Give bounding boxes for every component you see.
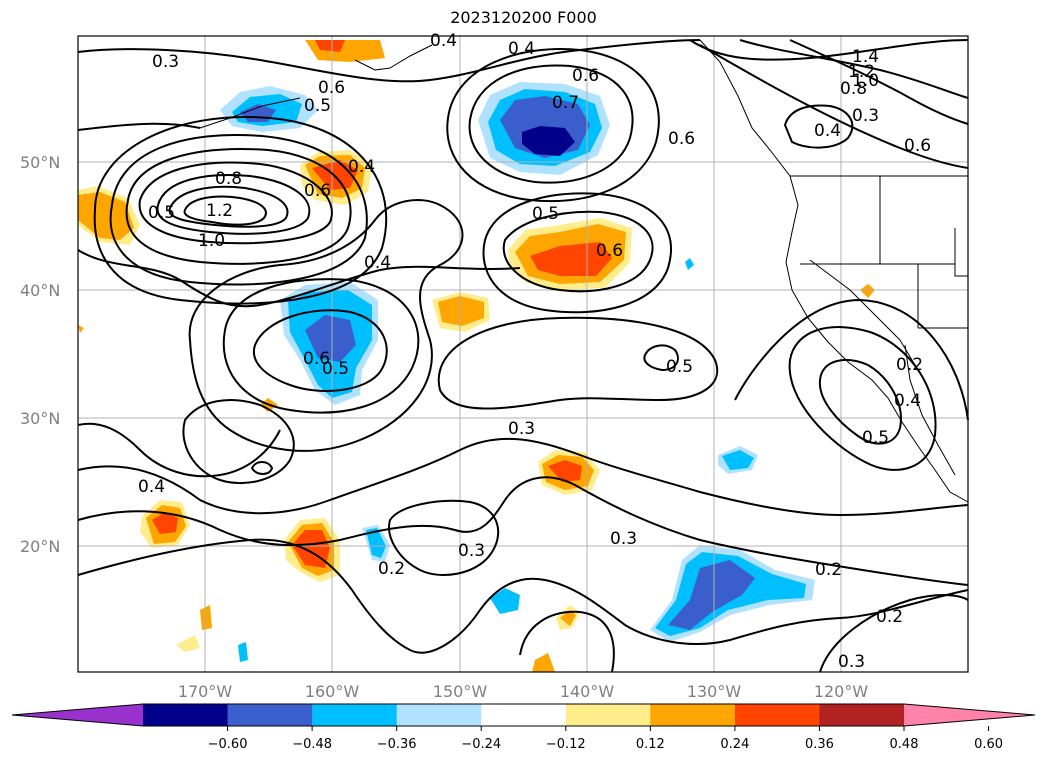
contour-label: 0.8 — [840, 79, 867, 99]
colorbar-segment — [227, 704, 313, 726]
lon-label: 150°W — [433, 682, 488, 701]
colorbar-tick-label: −0.12 — [546, 737, 586, 752]
lat-label: 40°N — [20, 281, 60, 300]
contour-label: 0.3 — [838, 652, 865, 672]
contour-label: 0.3 — [610, 529, 637, 549]
colorbar-segment — [143, 704, 229, 726]
colorbar-outline — [11, 703, 1036, 727]
contour-label: 1.0 — [852, 71, 879, 91]
colorbar-tick-label: −0.36 — [377, 737, 417, 752]
contour-label: 0.5 — [304, 96, 331, 116]
contour-label: 1.4 — [852, 47, 879, 67]
lon-label: 170°W — [178, 682, 233, 701]
lon-label: 160°W — [305, 682, 360, 701]
contour-label: 0.6 — [904, 136, 931, 156]
contour-label: 0.4 — [508, 39, 535, 59]
colorbar-tick-label: 0.36 — [805, 737, 834, 752]
shaded-anomalies — [78, 40, 875, 672]
lat-label: 20°N — [20, 537, 60, 556]
contour-label: 0.6 — [572, 66, 599, 86]
map-frame — [77, 35, 969, 673]
contour-label: 0.2 — [815, 560, 842, 580]
contour-label: 0.2 — [896, 355, 923, 375]
latitude-labels: 50°N 40°N 30°N 20°N — [20, 153, 60, 556]
lon-label: 140°W — [560, 682, 615, 701]
contour-label: 0.5 — [532, 204, 559, 224]
contour-label: 0.3 — [852, 106, 879, 126]
contour-label: 1.2 — [848, 62, 875, 82]
contour-label: 0.4 — [348, 157, 375, 177]
colorbar-segment — [312, 704, 398, 726]
coastlines — [199, 39, 969, 503]
contour-label: 0.3 — [508, 419, 535, 439]
contour-label: 0.3 — [458, 541, 485, 561]
contour-label: 1.0 — [198, 231, 225, 251]
contour-label: 0.5 — [862, 428, 889, 448]
contour-label: 0.4 — [138, 477, 165, 497]
contour-label: 0.2 — [876, 607, 903, 627]
contour-label: 0.4 — [814, 121, 841, 141]
colorbar: −0.60 −0.48 −0.36 −0.24 −0.12 0.12 0.24 0.36 0.4… — [11, 703, 1036, 752]
lat-label: 50°N — [20, 153, 60, 172]
lat-label: 30°N — [20, 409, 60, 428]
contour-label: 0.8 — [215, 169, 242, 189]
contour-lines — [77, 39, 969, 673]
contour-label: 0.6 — [318, 78, 345, 98]
contour-label: 0.2 — [378, 559, 405, 579]
colorbar-segment — [565, 704, 651, 726]
colorbar-segment — [396, 704, 482, 726]
colorbar-tick-label: 0.12 — [636, 737, 665, 752]
contour-label: 0.6 — [668, 129, 695, 149]
contour-label: 0.3 — [152, 52, 179, 72]
colorbar-segment — [819, 704, 905, 726]
colorbar-segment — [650, 704, 736, 726]
colorbar-tick-label: −0.24 — [461, 737, 501, 752]
colorbar-tick-label: 0.60 — [974, 737, 1003, 752]
gridlines — [78, 36, 968, 672]
contour-label: 0.6 — [304, 181, 331, 201]
colorbar-segment — [481, 704, 567, 726]
colorbar-segment — [734, 704, 820, 726]
contour-label: 0.5 — [666, 357, 693, 377]
colorbar-extend-low — [12, 704, 143, 726]
contour-label: 0.5 — [322, 359, 349, 379]
lon-label: 130°W — [687, 682, 742, 701]
contour-label: 0.4 — [894, 391, 921, 411]
contour-label: 1.2 — [206, 201, 233, 221]
longitude-labels: 170°W 160°W 150°W 140°W 130°W 120°W — [178, 682, 869, 701]
colorbar-tick-label: 0.24 — [720, 737, 749, 752]
contour-label: 0.4 — [430, 31, 457, 51]
map-title: 2023120200 F000 — [450, 8, 597, 27]
contour-label: 0.4 — [364, 253, 391, 273]
colorbar-tick-label: 0.48 — [890, 737, 919, 752]
colorbar-extend-high — [904, 704, 1035, 726]
colorbar-tick-label: −0.60 — [208, 737, 248, 752]
contour-label: 0.6 — [303, 349, 330, 369]
lon-label: 120°W — [814, 682, 869, 701]
contour-label: 0.5 — [148, 203, 175, 223]
contour-label: 0.7 — [552, 93, 579, 113]
contour-label: 0.6 — [596, 241, 623, 261]
colorbar-tick-label: −0.48 — [292, 737, 332, 752]
